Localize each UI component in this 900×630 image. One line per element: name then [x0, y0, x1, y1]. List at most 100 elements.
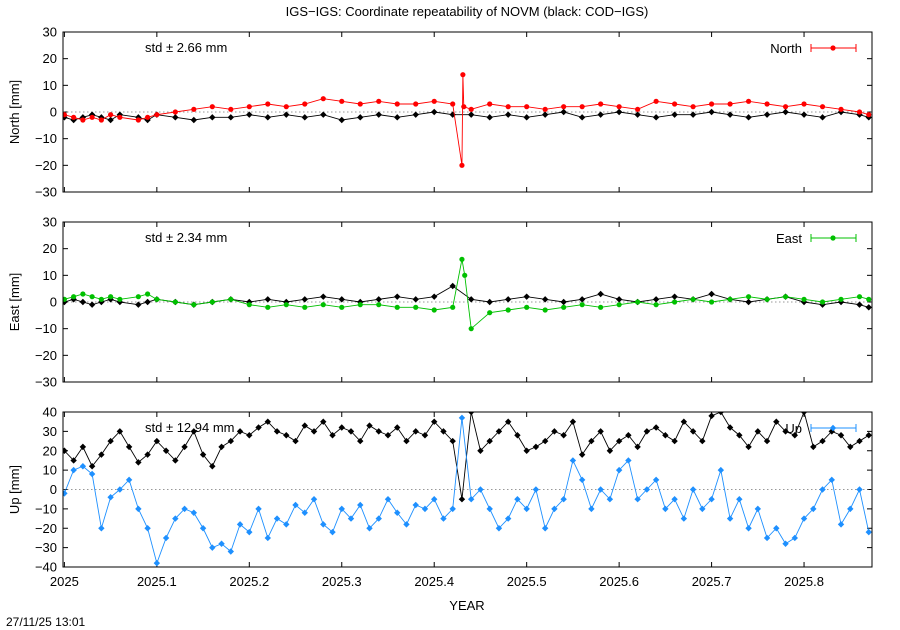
data-point — [412, 296, 419, 303]
data-point — [449, 437, 456, 445]
data-point — [246, 528, 253, 536]
x-tick-label: 2025.6 — [599, 574, 639, 589]
data-point — [856, 486, 863, 493]
y-tick-label: 20 — [43, 443, 57, 458]
data-point — [227, 548, 235, 555]
data-point — [191, 106, 197, 112]
std-annotation: std ± 2.34 mm — [145, 230, 227, 245]
y-tick-label: −30 — [35, 540, 57, 555]
data-point — [782, 294, 789, 300]
data-point — [726, 515, 734, 522]
y-tick-label: 30 — [43, 25, 57, 40]
y-tick-label: −10 — [35, 131, 57, 146]
data-point — [652, 476, 660, 484]
data-point — [486, 437, 493, 445]
data-point — [403, 437, 410, 445]
data-point — [486, 114, 493, 121]
data-point — [708, 412, 715, 420]
data-point — [71, 114, 77, 120]
data-point — [264, 296, 271, 303]
data-point — [273, 515, 281, 522]
data-point — [708, 101, 715, 107]
data-point — [125, 443, 133, 451]
panels: −30 −20 −10 0 10 20 30 North [mm] std ± 2.66 mm N… — [7, 25, 873, 589]
data-point — [440, 515, 447, 522]
data-point — [89, 114, 95, 120]
data-point — [764, 101, 770, 107]
data-point — [450, 304, 456, 310]
data-point — [579, 302, 585, 308]
data-point — [561, 104, 567, 110]
data-point — [532, 443, 540, 451]
data-point — [292, 437, 299, 445]
data-point — [98, 296, 104, 302]
data-point — [662, 505, 669, 513]
data-point — [292, 501, 299, 509]
data-point — [117, 296, 123, 302]
y-tick-label: 40 — [43, 405, 57, 420]
data-point — [357, 114, 364, 121]
data-point — [856, 294, 863, 300]
data-point — [413, 101, 419, 107]
data-point — [598, 101, 604, 107]
data-point — [837, 432, 845, 439]
panel-east: −30 −20 −10 0 10 20 30 East [mm] std ± 2.34 mm Ea… — [7, 215, 873, 390]
data-point — [652, 114, 660, 121]
data-point — [866, 296, 872, 302]
data-point — [431, 495, 438, 503]
data-point — [357, 437, 364, 445]
data-point — [727, 296, 733, 302]
x-axis-label: YEAR — [449, 598, 484, 613]
data-point — [689, 486, 697, 493]
data-point — [569, 418, 577, 425]
data-point — [819, 114, 826, 121]
data-point — [209, 299, 215, 305]
data-point — [773, 525, 780, 532]
data-point — [606, 447, 614, 454]
data-point — [838, 106, 844, 112]
data-point — [635, 299, 641, 305]
data-point — [745, 98, 752, 104]
data-point — [588, 505, 595, 513]
data-point — [376, 302, 382, 308]
data-point — [551, 505, 558, 513]
data-point — [172, 299, 178, 305]
data-point — [643, 428, 651, 435]
data-point — [199, 525, 207, 532]
data-point — [782, 108, 789, 116]
data-point — [116, 111, 124, 118]
data-point — [88, 301, 96, 308]
series-line-igs-igs — [64, 259, 869, 330]
data-point — [690, 296, 696, 302]
data-point — [329, 528, 336, 536]
data-point — [264, 418, 271, 425]
data-point — [283, 432, 290, 439]
data-point — [523, 505, 530, 513]
data-point — [366, 525, 373, 532]
data-point — [144, 298, 151, 306]
data-point — [218, 540, 225, 547]
data-point — [838, 296, 844, 302]
data-point — [246, 302, 252, 308]
data-point — [246, 432, 253, 439]
data-point — [394, 304, 400, 310]
data-point — [634, 443, 641, 451]
data-point — [135, 301, 142, 308]
data-point — [190, 509, 198, 516]
data-point — [634, 495, 641, 503]
data-point — [135, 294, 141, 300]
data-point — [763, 111, 771, 118]
data-point — [524, 304, 530, 310]
data-point — [542, 106, 548, 112]
data-point — [736, 432, 743, 439]
data-point — [800, 412, 808, 416]
data-point — [107, 116, 114, 124]
data-point — [88, 111, 96, 118]
data-point — [421, 432, 429, 439]
data-point — [302, 304, 308, 310]
data-point — [338, 505, 345, 513]
data-point — [459, 162, 465, 168]
data-point — [283, 302, 289, 308]
data-point — [162, 447, 170, 454]
data-point — [88, 463, 96, 470]
